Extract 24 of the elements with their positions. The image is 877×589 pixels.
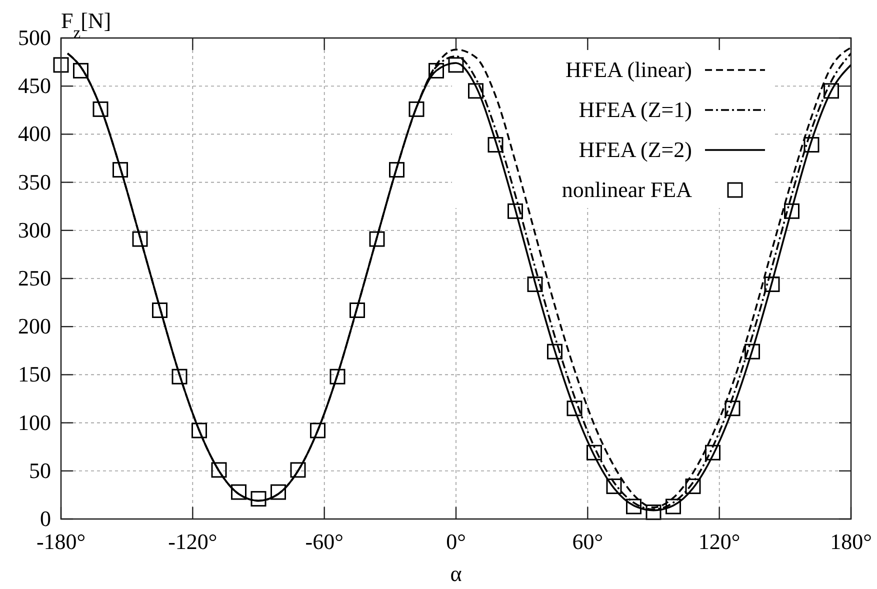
y-tick-label: 250	[18, 266, 51, 290]
x-axis-title: α	[450, 561, 462, 586]
y-tick-label: 150	[18, 362, 51, 387]
y-tick-label: 350	[18, 169, 51, 194]
y-tick-label: 500	[18, 25, 51, 50]
y-axis-title: F$_{z}$[N]	[61, 8, 112, 42]
legend-label: nonlinear FEA	[562, 177, 692, 202]
legend-label: HFEA (Z=2)	[578, 137, 692, 162]
y-tick-label: 450	[18, 73, 51, 98]
y-tick-label: 50	[29, 458, 51, 483]
y-tick-label: 200	[18, 314, 51, 339]
x-tick-label: -120°	[168, 529, 218, 554]
y-tick-label: 400	[18, 121, 51, 146]
legend-label: HFEA (Z=1)	[578, 97, 692, 122]
x-tick-label: -60°	[305, 529, 344, 554]
y-tick-label: 300	[18, 217, 51, 242]
x-tick-label: 0°	[446, 529, 466, 554]
x-tick-label: 60°	[572, 529, 604, 554]
y-tick-label: 0	[40, 506, 51, 531]
x-tick-label: -180°	[36, 529, 86, 554]
y-tick-label: 100	[18, 410, 51, 435]
legend-label: HFEA (linear)	[566, 57, 692, 82]
x-tick-label: 180°	[830, 529, 872, 554]
x-tick-label: 120°	[698, 529, 740, 554]
